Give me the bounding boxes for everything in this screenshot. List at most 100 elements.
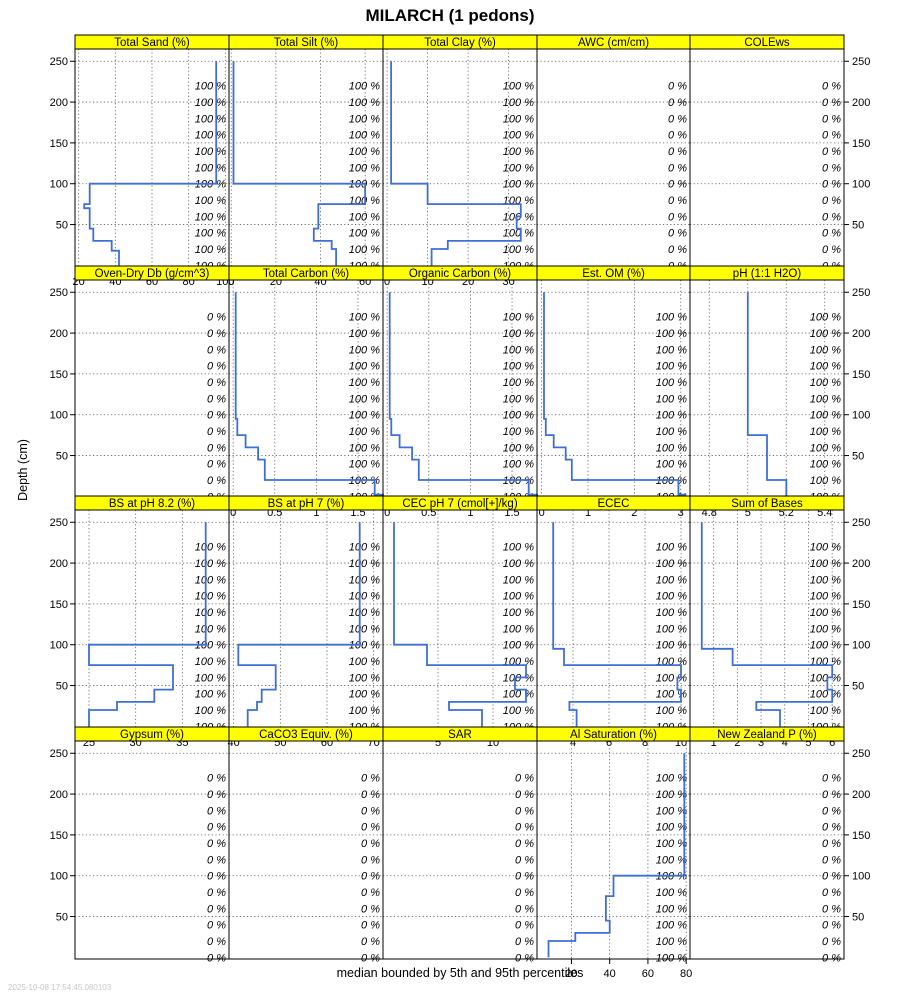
y-tick-label: 100 bbox=[852, 179, 870, 191]
panel-title: Total Clay (%) bbox=[424, 37, 496, 49]
pct-label: 100 % bbox=[503, 312, 534, 324]
pct-label: 100 % bbox=[503, 146, 534, 158]
pct-label: 100 % bbox=[349, 162, 380, 174]
pct-label: 100 % bbox=[195, 558, 226, 570]
panel-ph-1-1-h2o: pH (1:1 H2O) 100 % 100 % 100 % 100 % 100 % 100… bbox=[689, 265, 870, 519]
pct-label: 100 % bbox=[656, 558, 687, 570]
pct-label: 0 % bbox=[668, 97, 687, 109]
pct-label: 0 % bbox=[207, 328, 226, 340]
y-tick-label: 50 bbox=[852, 451, 864, 463]
pct-label: 0 % bbox=[822, 936, 841, 948]
x-tick-label: 5 bbox=[745, 507, 751, 519]
y-tick-label: 50 bbox=[56, 220, 68, 232]
pct-label: 100 % bbox=[503, 228, 534, 240]
y-tick-label: 100 bbox=[50, 640, 68, 652]
pct-label: 0 % bbox=[668, 81, 687, 93]
pct-label: 100 % bbox=[656, 640, 687, 652]
x-tick-label: 4 bbox=[570, 737, 576, 749]
pct-label: 0 % bbox=[822, 179, 841, 191]
pct-label: 0 % bbox=[515, 871, 534, 883]
pct-label: 100 % bbox=[810, 542, 841, 554]
pct-label: 100 % bbox=[656, 475, 687, 487]
x-tick-label: 2 bbox=[631, 507, 637, 519]
pct-label: 100 % bbox=[349, 442, 380, 454]
pct-label: 100 % bbox=[195, 130, 226, 142]
y-tick-label: 50 bbox=[56, 912, 68, 924]
panel-frame bbox=[382, 740, 538, 960]
median-profile-line bbox=[547, 753, 686, 958]
pct-label: 0 % bbox=[822, 871, 841, 883]
median-profile-line bbox=[232, 61, 367, 266]
pct-label: 0 % bbox=[668, 244, 687, 256]
panel-frame bbox=[689, 48, 845, 268]
pct-label: 100 % bbox=[195, 689, 226, 701]
pct-label: 100 % bbox=[349, 113, 380, 125]
chart-title: MILARCH (1 pedons) bbox=[365, 6, 534, 25]
panel-title: Oven-Dry Db (g/cm^3) bbox=[95, 268, 210, 280]
pct-label: 100 % bbox=[349, 393, 380, 405]
panel-title: Sum of Bases bbox=[731, 498, 803, 510]
pct-label: 100 % bbox=[810, 672, 841, 684]
panel-oven-dry-db-g-cm-3: Oven-Dry Db (g/cm^3) 0 % 0 % 0 % 0 % 0 % 0 % 0 … bbox=[50, 265, 230, 503]
median-profile-line bbox=[700, 522, 834, 727]
pct-label: 100 % bbox=[349, 361, 380, 373]
panel-frame bbox=[74, 740, 230, 960]
pct-label: 100 % bbox=[656, 344, 687, 356]
median-profile-line bbox=[237, 522, 361, 727]
pct-label: 100 % bbox=[810, 328, 841, 340]
pct-label: 100 % bbox=[656, 377, 687, 389]
pct-label: 100 % bbox=[195, 228, 226, 240]
panel-bs-at-ph-8-2: BS at pH 8.2 (%) 100 % 100 % 100 % 100 % 100 … bbox=[50, 495, 230, 749]
pct-label: 0 % bbox=[822, 130, 841, 142]
pct-label: 0 % bbox=[822, 952, 841, 964]
pct-label: 0 % bbox=[822, 81, 841, 93]
pct-label: 0 % bbox=[207, 377, 226, 389]
pct-label: 100 % bbox=[349, 244, 380, 256]
pct-label: 0 % bbox=[822, 211, 841, 223]
panel-total-carbon: Total Carbon (%) 100 % 100 % 100 % 100 % 100 … bbox=[228, 265, 384, 519]
pct-label: 100 % bbox=[656, 689, 687, 701]
panel-ecec: ECEC 100 % 100 % 100 % 100 % 100 % 100 % 100 % 1… bbox=[536, 495, 691, 749]
median-profile-line bbox=[234, 292, 384, 497]
median-profile-line bbox=[552, 522, 682, 727]
pct-label: 100 % bbox=[349, 377, 380, 389]
y-tick-label: 100 bbox=[50, 871, 68, 883]
pct-label: 100 % bbox=[656, 952, 687, 964]
pct-label: 100 % bbox=[656, 459, 687, 471]
y-tick-label: 250 bbox=[50, 748, 68, 760]
pct-label: 100 % bbox=[503, 179, 534, 191]
pct-label: 0 % bbox=[822, 195, 841, 207]
pct-label: 0 % bbox=[822, 838, 841, 850]
panel-cec-ph-7-cmol-kg: CEC pH 7 (cmol[+]/kg) 100 % 100 % 100 % 100 … bbox=[382, 495, 538, 749]
median-profile-line bbox=[543, 292, 687, 497]
pct-label: 100 % bbox=[195, 574, 226, 586]
pct-label: 100 % bbox=[503, 542, 534, 554]
median-profile-line bbox=[390, 61, 522, 266]
y-tick-label: 200 bbox=[50, 97, 68, 109]
pct-label: 100 % bbox=[656, 623, 687, 635]
pct-label: 100 % bbox=[810, 361, 841, 373]
y-tick-label: 250 bbox=[852, 748, 870, 760]
pct-label: 100 % bbox=[349, 623, 380, 635]
pct-label: 100 % bbox=[810, 640, 841, 652]
pct-label: 0 % bbox=[822, 789, 841, 801]
pct-label: 100 % bbox=[656, 838, 687, 850]
pct-label: 100 % bbox=[349, 211, 380, 223]
pct-label: 100 % bbox=[810, 656, 841, 668]
y-tick-label: 200 bbox=[50, 789, 68, 801]
pct-label: 100 % bbox=[349, 607, 380, 619]
panel-title: ECEC bbox=[598, 498, 630, 510]
pct-label: 100 % bbox=[656, 574, 687, 586]
pct-label: 100 % bbox=[349, 130, 380, 142]
pct-label: 0 % bbox=[361, 789, 380, 801]
pct-label: 100 % bbox=[656, 822, 687, 834]
pct-label: 100 % bbox=[503, 162, 534, 174]
pct-label: 100 % bbox=[503, 607, 534, 619]
pct-label: 100 % bbox=[195, 672, 226, 684]
pct-label: 100 % bbox=[503, 591, 534, 603]
x-axis-label: median bounded by 5th and 95th percentil… bbox=[337, 966, 584, 980]
pct-label: 100 % bbox=[195, 705, 226, 717]
x-tick-label: 0 bbox=[230, 507, 236, 519]
pct-label: 100 % bbox=[503, 705, 534, 717]
